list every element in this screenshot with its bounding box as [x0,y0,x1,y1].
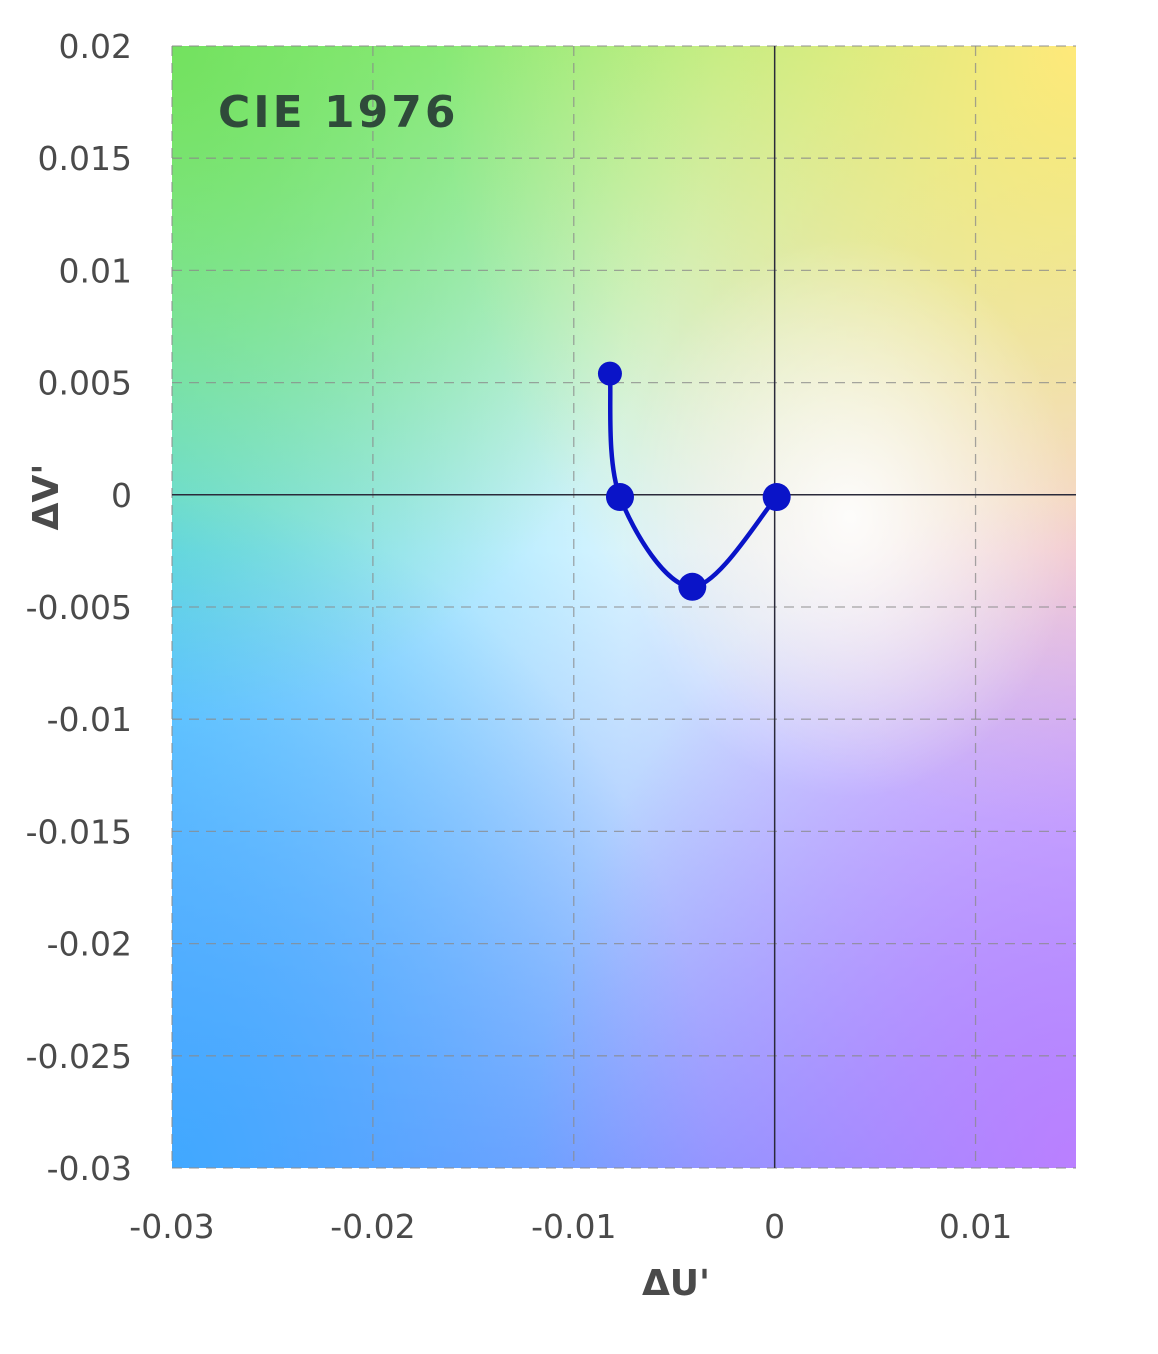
x-axis-title: ΔU' [642,1263,710,1304]
x-tick-label: 0 [764,1207,785,1246]
data-point [605,483,634,512]
y-tick-label: 0.005 [38,364,132,403]
y-tick-label: 0.01 [59,251,132,290]
x-tick-label: 0.01 [939,1207,1012,1246]
y-tick-label: -0.01 [47,700,132,739]
x-tick-label: -0.03 [129,1207,214,1246]
y-tick-label: 0.02 [59,27,132,66]
y-tick-label: -0.02 [47,925,132,964]
series-layer [597,361,791,601]
grid-lines [171,45,1076,1169]
y-tick-label: -0.015 [26,812,132,851]
x-tick-label: -0.01 [531,1207,616,1246]
y-tick-label: -0.005 [26,588,132,627]
data-point [597,361,622,386]
data-point [678,572,707,601]
y-axis-title: ΔV' [26,464,67,531]
x-tick-label: -0.02 [330,1207,415,1246]
series-line [607,371,779,590]
chart-annotation: CIE 1976 [218,87,459,138]
y-tick-label: 0 [111,476,132,515]
y-tick-label: -0.025 [26,1037,132,1076]
y-tick-label: 0.015 [38,139,132,178]
y-tick-labels: 0.02 0.015 0.01 0.005 0 -0.005 -0.01 -0.015 -0.0… [26,27,132,1188]
data-point [762,483,791,512]
x-tick-labels: -0.03 -0.02 -0.01 0 0.01 [129,1207,1012,1246]
y-tick-label: -0.03 [47,1149,132,1188]
